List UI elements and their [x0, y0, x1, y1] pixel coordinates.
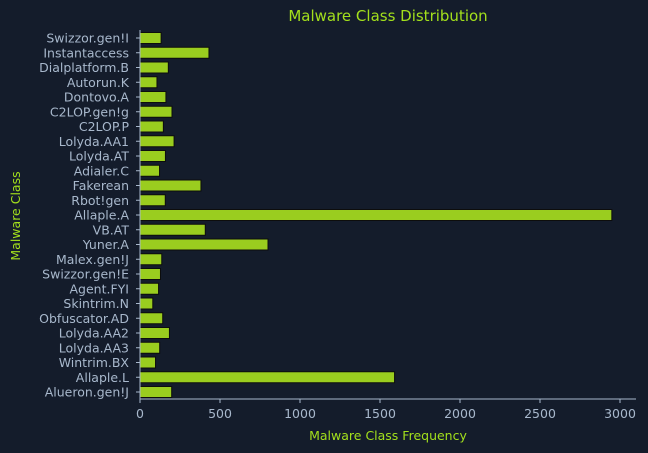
bar-lolyda-aa2 [139, 327, 170, 339]
y-tick-label: C2LOP.gen!g [50, 104, 129, 119]
y-tick-label: Malex.gen!J [56, 252, 129, 267]
bar-lolyda-aa1 [139, 135, 175, 148]
bar-vb-at [139, 223, 206, 236]
y-tick-label: Swizzor.gen!E [42, 267, 129, 282]
bar-alueron-gen-j [139, 386, 173, 398]
y-tick-label: Allaple.L [76, 370, 129, 385]
bar-c2lop-p [139, 120, 164, 133]
y-tick-label: Lolyda.AA3 [59, 340, 129, 355]
y-tick-label: Allaple.A [74, 208, 129, 223]
y-tick-label: Alueron.gen!J [45, 385, 129, 400]
bar-swizzor-gen-e [139, 268, 161, 280]
bar-allaple-l [139, 371, 396, 384]
x-tick-label: 0 [136, 406, 144, 421]
y-tick-label: Lolyda.AA1 [59, 134, 129, 149]
bar-agent-fyi [139, 282, 160, 295]
x-tick-labels: 0 500 1000 1500 2000 2500 3000 [136, 399, 636, 421]
bar-skintrim-n [139, 297, 154, 310]
y-tick-label: Yuner.A [82, 237, 130, 252]
x-tick-label: 3000 [604, 406, 636, 421]
y-tick-label: C2LOP.P [79, 119, 130, 134]
bar-lolyda-at [139, 150, 166, 162]
bar-swizzor-gen-i [139, 32, 162, 44]
y-tick-label: Rbot!gen [71, 193, 129, 208]
y-tick-label: Lolyda.AT [69, 149, 129, 164]
y-tick-label: Swizzor.gen!I [46, 31, 129, 46]
bars-group [139, 32, 613, 398]
bar-obfuscator-ad [139, 312, 164, 325]
bar-malex-gen-j [139, 253, 163, 266]
bar-c2lop-gen-g [139, 105, 173, 118]
bar-dontovo-a [139, 91, 167, 103]
x-tick-label: 1000 [284, 406, 316, 421]
bar-fakerean [139, 179, 202, 192]
bar-adialer-c [139, 164, 161, 177]
y-tick-label: Instantaccess [43, 45, 129, 60]
x-tick-label: 2000 [444, 406, 476, 421]
y-tick-label: Adialer.C [74, 163, 130, 178]
y-tick-label: Dontovo.A [64, 90, 130, 105]
y-tick-label: Fakerean [73, 178, 129, 193]
y-tick-label: Autorun.K [67, 75, 130, 90]
bar-rbot-gen [139, 194, 166, 207]
y-tick-label: Lolyda.AA2 [59, 326, 129, 341]
y-tick-label: Obfuscator.AD [39, 311, 129, 326]
bar-lolyda-aa3 [139, 341, 161, 354]
y-tick-label: VB.AT [93, 222, 130, 237]
bar-instantaccess [139, 46, 210, 59]
y-tick-label: Wintrim.BX [59, 355, 130, 370]
bar-yuner-a [139, 238, 269, 251]
bar-dialplatform-b [139, 61, 169, 74]
y-tick-labels: Swizzor.gen!IInstantaccessDialplatform.B… [39, 31, 140, 400]
bar-wintrim-bx [139, 356, 157, 369]
chart-title: Malware Class Distribution [288, 7, 487, 25]
x-tick-label: 500 [208, 406, 232, 421]
bar-autorun-k [139, 76, 158, 89]
x-tick-label: 1500 [364, 406, 396, 421]
y-tick-label: Skintrim.N [63, 296, 129, 311]
x-axis-label: Malware Class Frequency [309, 428, 467, 443]
y-axis-label: Malware Class [8, 171, 23, 260]
y-tick-label: Agent.FYI [70, 281, 130, 296]
x-tick-label: 2500 [524, 406, 556, 421]
bar-allaple-a [139, 209, 613, 221]
y-tick-label: Dialplatform.B [39, 60, 129, 75]
